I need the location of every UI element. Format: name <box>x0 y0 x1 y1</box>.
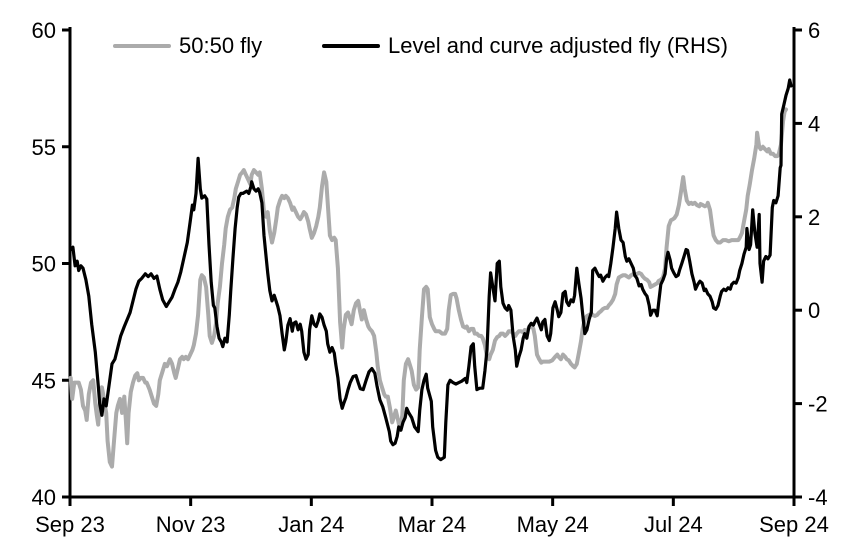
left-tick-label: 40 <box>32 485 56 510</box>
x-tick-label: Jul 24 <box>644 512 703 537</box>
left-tick-label: 55 <box>32 135 56 160</box>
right-tick-label: 6 <box>808 18 820 43</box>
x-tick-label: May 24 <box>517 512 589 537</box>
right-tick-label: 4 <box>808 111 820 136</box>
left-tick-label: 60 <box>32 18 56 43</box>
right-tick-label: 0 <box>808 298 820 323</box>
x-tick-label: Mar 24 <box>398 512 466 537</box>
left-tick-label: 45 <box>32 368 56 393</box>
right-tick-label: 2 <box>808 205 820 230</box>
series-line-1 <box>69 78 793 462</box>
right-tick-label: -2 <box>808 392 828 417</box>
x-tick-label: Nov 23 <box>156 512 226 537</box>
right-tick-label: -4 <box>808 485 828 510</box>
series-line-0 <box>68 107 788 469</box>
x-tick-label: Sep 23 <box>35 512 105 537</box>
x-tick-label: Jan 24 <box>278 512 344 537</box>
left-tick-label: 50 <box>32 252 56 277</box>
x-tick-label: Sep 24 <box>759 512 829 537</box>
